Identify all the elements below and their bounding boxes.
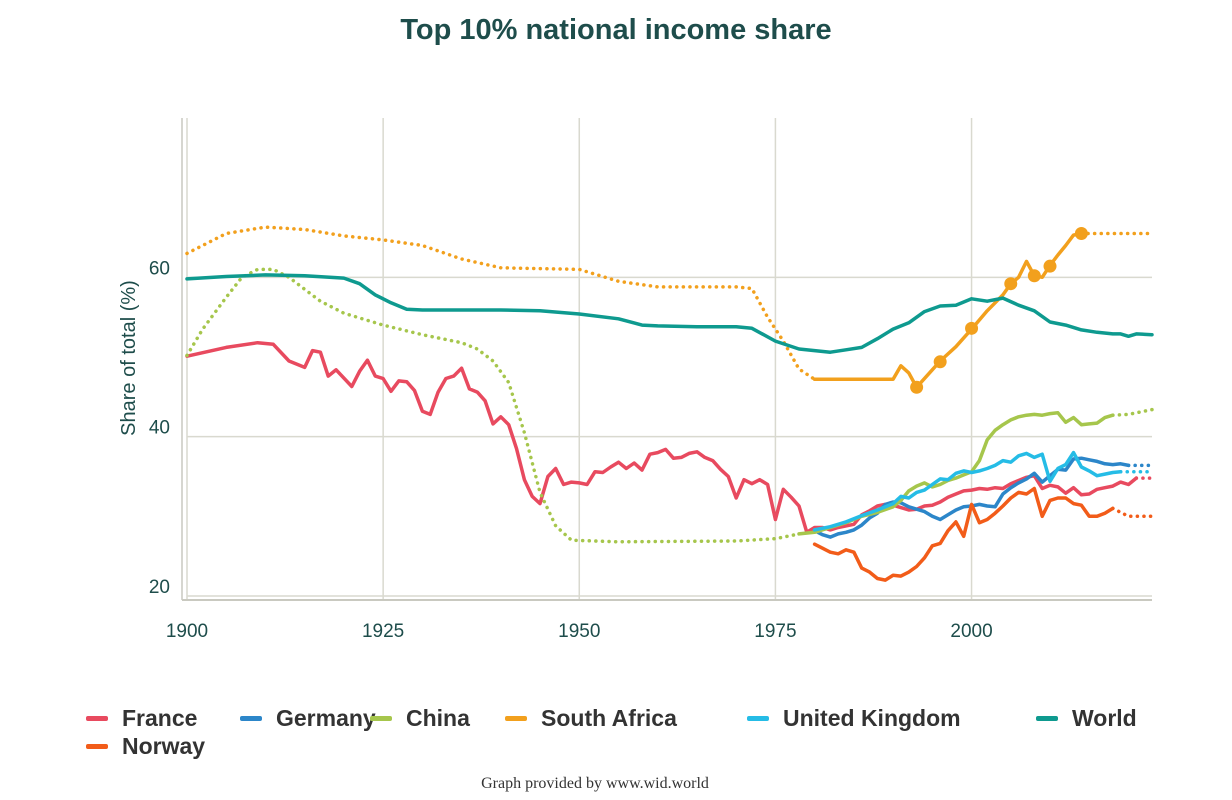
legend-label: World <box>1072 705 1137 731</box>
y-tick-label: 60 <box>149 258 170 279</box>
credit-text: Graph provided by www.wid.world <box>481 775 709 792</box>
data-point-south-africa <box>933 355 947 369</box>
grid-lines <box>186 118 1152 600</box>
y-axis-label: Share of total (%) <box>118 280 140 436</box>
chart-title: Top 10% national income share <box>400 14 832 46</box>
x-tick-label: 1925 <box>362 621 404 642</box>
series-line-south-africa <box>812 231 1084 390</box>
data-point-south-africa <box>965 321 979 335</box>
series-world <box>185 273 1154 354</box>
series-south-africa <box>185 225 1154 394</box>
legend-item-norway[interactable]: Norway <box>86 733 205 760</box>
data-point-south-africa <box>1074 227 1088 241</box>
legend-label: United Kingdom <box>783 705 961 731</box>
axes: 1900 1925 1950 1975 2000 20 40 60 <box>149 118 1152 642</box>
x-tick-label: 1950 <box>558 621 600 642</box>
legend-swatch <box>1036 716 1058 721</box>
series-line-norway <box>812 486 1115 582</box>
series-norway <box>812 486 1154 582</box>
y-tick-label: 20 <box>149 577 170 598</box>
series-line-united-kingdom <box>812 450 1123 532</box>
x-tick-label: 1900 <box>166 621 208 642</box>
x-tick-label: 2000 <box>950 621 992 642</box>
x-tick-label: 1975 <box>754 621 796 642</box>
series-line-norway-estimate <box>1111 506 1154 519</box>
series-line-china-estimate <box>185 267 1154 544</box>
series-united-kingdom <box>812 450 1154 532</box>
legend-label: Germany <box>276 705 376 731</box>
legend-swatch <box>370 716 392 721</box>
legend-swatch <box>86 744 108 749</box>
legend-swatch <box>747 716 769 721</box>
series-line-world <box>185 273 1154 354</box>
data-point-south-africa <box>1027 269 1041 283</box>
legend-label: France <box>122 705 198 731</box>
legend-item-world[interactable]: World <box>1036 705 1137 732</box>
legend-item-china[interactable]: China <box>370 705 470 732</box>
series-line-south-africa-estimate <box>185 225 1154 382</box>
legend-item-south-africa[interactable]: South Africa <box>505 705 677 732</box>
legend-item-united-kingdom[interactable]: United Kingdom <box>747 705 961 732</box>
legend-item-germany[interactable]: Germany <box>240 705 376 732</box>
legend-item-france[interactable]: France <box>86 705 197 732</box>
chart-plot: 1900 1925 1950 1975 2000 20 40 60 Share of tota… <box>118 118 1154 642</box>
series-line-china <box>797 411 1115 536</box>
legend-label: China <box>406 705 470 731</box>
data-point-south-africa <box>1043 259 1057 273</box>
legend-swatch <box>505 716 527 721</box>
legend-swatch <box>86 716 108 721</box>
series-layer <box>185 225 1154 582</box>
data-point-south-africa <box>1004 277 1018 291</box>
legend-label: South Africa <box>541 705 677 731</box>
series-france <box>185 340 1154 535</box>
series-china <box>185 267 1154 544</box>
series-line-france <box>185 340 1139 535</box>
data-point-south-africa <box>910 380 924 394</box>
legend-label: Norway <box>122 733 206 759</box>
y-tick-label: 40 <box>149 418 170 439</box>
legend-swatch <box>240 716 262 721</box>
